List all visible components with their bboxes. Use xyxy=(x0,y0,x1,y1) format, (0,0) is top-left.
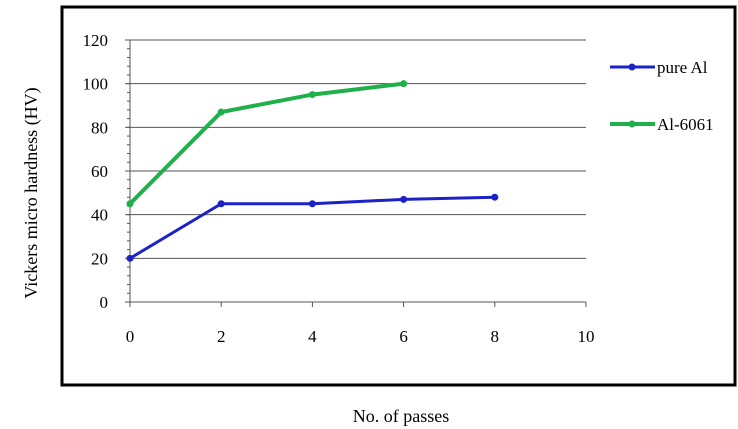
data-point xyxy=(400,80,408,88)
legend-label: pure Al xyxy=(657,58,708,77)
y-tick-label: 100 xyxy=(83,75,109,94)
data-point xyxy=(400,195,408,203)
data-point xyxy=(491,193,499,201)
gridlines xyxy=(130,39,586,259)
data-point xyxy=(126,254,134,262)
legend-label: Al-6061 xyxy=(657,115,714,134)
y-tick-label: 20 xyxy=(91,249,108,268)
data-point xyxy=(217,200,225,208)
y-tick-label: 80 xyxy=(91,118,108,137)
y-axis-title: Vickers micro hardness (HV) xyxy=(21,87,42,298)
y-tick-label: 120 xyxy=(83,31,109,50)
x-tick-label: 8 xyxy=(491,327,500,346)
x-tick-label: 6 xyxy=(399,327,408,346)
legend-marker xyxy=(628,63,636,71)
data-point xyxy=(217,108,225,116)
data-point xyxy=(308,91,316,99)
legend-marker xyxy=(628,120,636,128)
chart-frame xyxy=(60,5,737,387)
legend: pure Al Al-6061 xyxy=(610,58,714,134)
data-point xyxy=(308,200,316,208)
y-tick-label: 40 xyxy=(91,206,108,225)
y-tick-label: 0 xyxy=(100,293,109,312)
x-tick-label: 4 xyxy=(308,327,317,346)
data-point xyxy=(126,200,134,208)
series-layer xyxy=(126,80,499,262)
x-tick-label: 2 xyxy=(217,327,226,346)
x-tick-label: 10 xyxy=(578,327,595,346)
axes: 0 20 40 60 80 100 120 0 2 4 6 8 10 xyxy=(83,31,595,346)
x-axis-title: No. of passes xyxy=(353,406,450,426)
y-tick-label: 60 xyxy=(91,162,108,181)
x-tick-label: 0 xyxy=(126,327,135,346)
series-line-al-6061 xyxy=(128,81,404,206)
